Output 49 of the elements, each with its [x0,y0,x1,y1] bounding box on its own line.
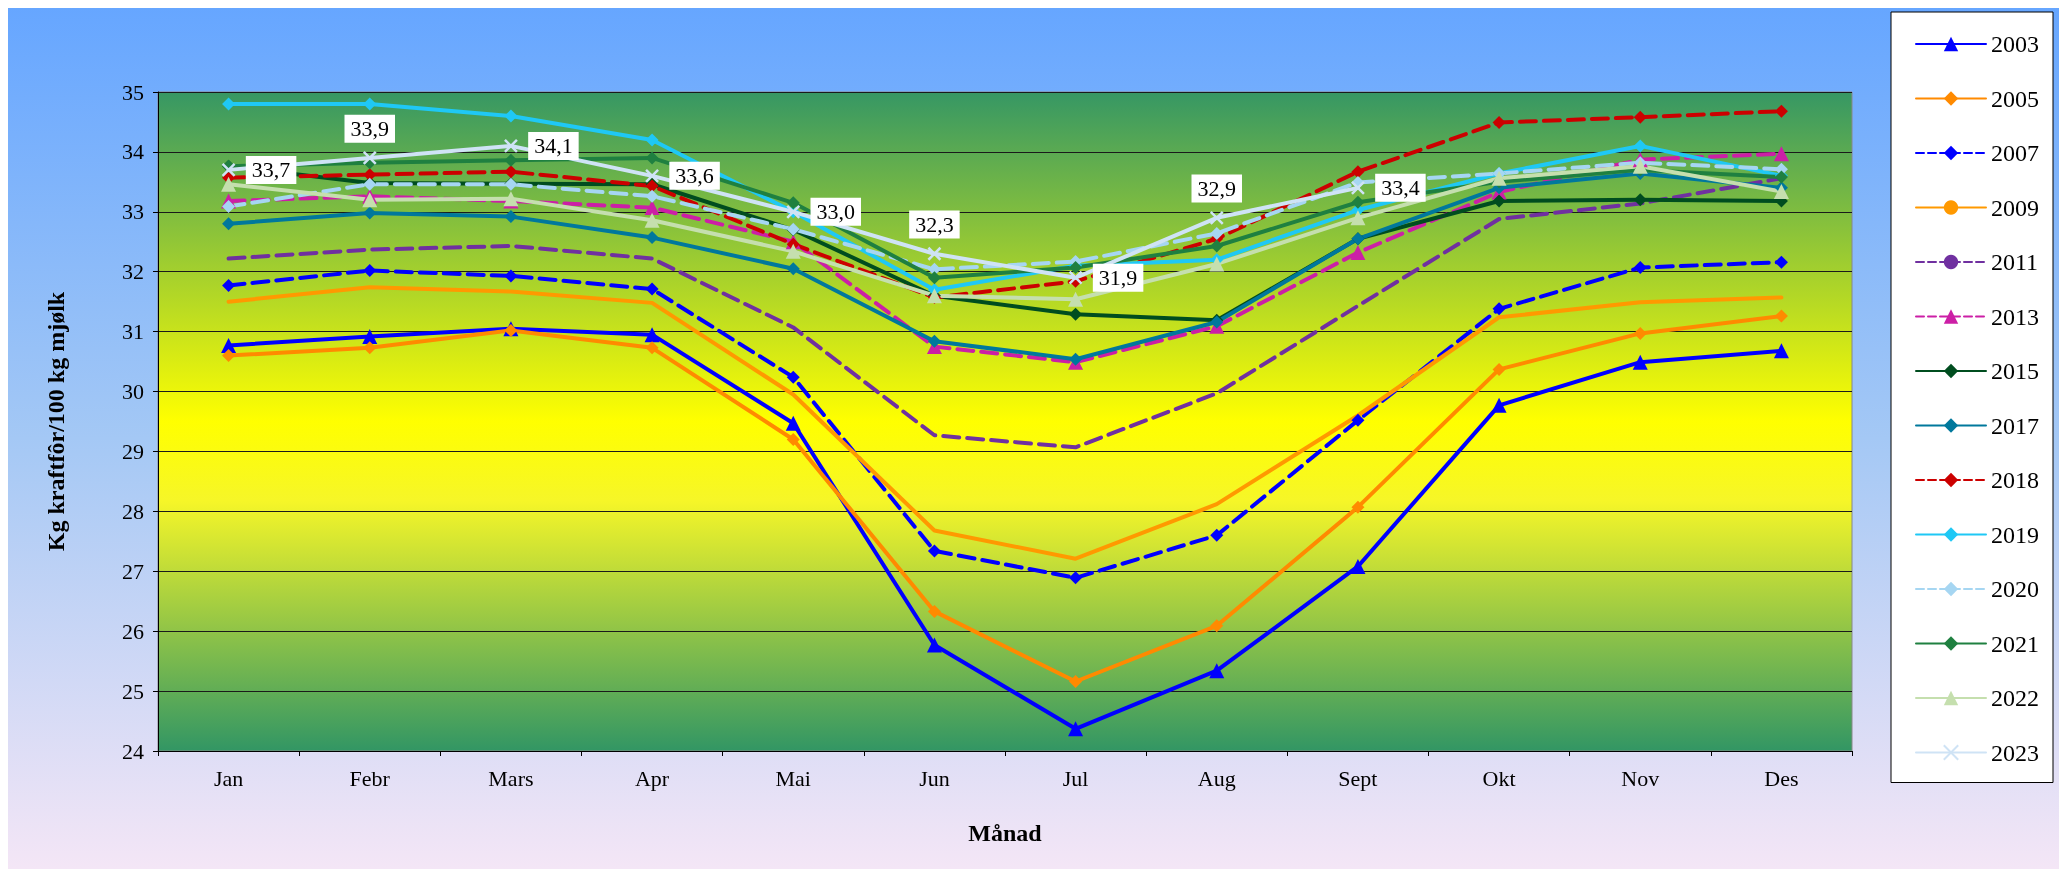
data-label: 34,1 [534,133,573,159]
y-tick-label: 29 [122,438,144,464]
x-axis-title: Månad [968,820,1043,846]
data-label: 32,9 [1197,176,1236,202]
x-tick-label: Jul [1062,765,1089,791]
legend-label: 2003 [1991,31,2039,57]
y-tick-label: 26 [122,618,144,644]
x-tick-label: Aug [1197,765,1236,791]
x-tick-label: Jan [213,765,244,791]
x-tick-label: Febr [349,765,391,791]
legend-label: 2020 [1991,576,2039,602]
x-tick-label: Okt [1482,765,1516,791]
data-label: 33,7 [251,157,291,183]
y-axis-title: Kg kraftfôr/100 kg mjølk [43,291,69,552]
legend-label: 2018 [1991,467,2039,493]
y-tick-label: 33 [122,199,144,225]
x-tick-label: Sept [1338,765,1378,791]
data-label: 33,0 [816,199,855,225]
legend-label: 2009 [1991,194,2039,221]
legend-label: 2005 [1991,85,2039,112]
y-tick-label: 25 [122,678,144,704]
x-tick-label: Nov [1621,765,1660,791]
y-tick-label: 35 [122,79,144,105]
legend-label: 2013 [1991,303,2039,330]
legend-label: 2022 [1991,685,2039,711]
legend-label: 2019 [1991,521,2039,548]
legend-label: 2015 [1991,358,2039,384]
data-label: 33,9 [350,116,389,142]
legend-label: 2011 [1991,249,2039,275]
legend-label: 2007 [1991,140,2039,166]
y-tick-label: 27 [122,558,144,584]
y-tick-label: 30 [122,379,144,405]
y-tick-label: 28 [122,498,144,524]
y-tick-label: 32 [122,259,144,285]
legend-label: 2023 [1991,739,2039,766]
x-tick-label: Jun [919,765,950,791]
x-tick-label: Mars [488,765,534,791]
data-label: 33,6 [675,163,714,189]
legend-label: 2021 [1991,630,2039,657]
y-tick-label: 34 [122,139,144,165]
y-tick-label: 31 [122,319,144,345]
y-tick-label: 24 [122,738,144,764]
data-label: 33,4 [1381,175,1420,201]
data-label: 32,3 [915,212,954,237]
x-tick-label: Des [1764,765,1799,791]
legend-label: 2017 [1991,412,2039,439]
x-tick-label: Mai [775,765,811,791]
x-tick-label: Apr [634,765,670,791]
data-label: 31,9 [1098,265,1138,291]
